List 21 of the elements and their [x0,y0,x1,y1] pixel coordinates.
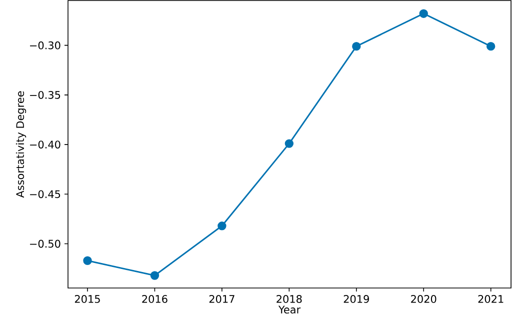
y-tick-label: −0.35 [30,90,60,99]
point [150,271,160,280]
point [218,222,226,230]
point [419,9,428,18]
y-tick-label: −0.30 [30,41,60,50]
y-tick-label: −0.45 [30,190,60,198]
y-tick-label: −0.50 [30,240,60,248]
point [83,256,92,265]
x-tick-label: 2017 [209,295,234,303]
point [284,139,294,148]
point [352,42,361,51]
x-tick-label: 2015 [74,295,100,303]
x-tick-label: 2021 [478,295,504,303]
point [486,42,496,51]
y-axis-title: Assortativity Degree [16,91,26,198]
y-tick-label: −0.40 [30,140,60,148]
x-tick-label: 2020 [411,295,436,303]
x-tick-label: 2019 [344,295,369,303]
x-tick-label: 2016 [142,295,168,303]
x-tick-label: 2018 [276,295,302,303]
x-axis-title: Year [278,306,301,314]
